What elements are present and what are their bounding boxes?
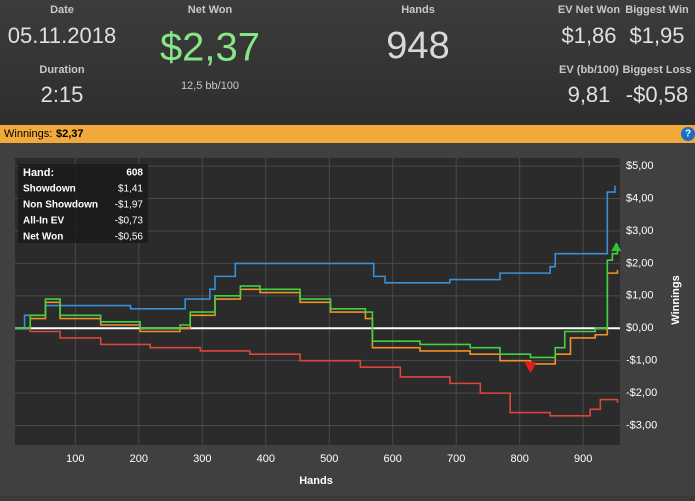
max-marker <box>611 242 622 252</box>
series-line <box>15 327 619 417</box>
label: Hands <box>401 4 435 16</box>
help-icon[interactable] <box>681 127 695 141</box>
x-tick-label: 200 <box>130 453 148 465</box>
x-tick-label: 700 <box>447 453 465 465</box>
label: EV (bb/100) <box>559 64 619 76</box>
series-line <box>15 185 616 330</box>
value: 2:15 <box>41 82 84 107</box>
value: $1,95 <box>629 23 684 48</box>
y-tick-label: $4,00 <box>626 192 654 204</box>
value: 05.11.2018 <box>8 23 116 48</box>
x-tick-label: 100 <box>66 453 84 465</box>
winnings-bar <box>0 125 695 143</box>
value: $1,86 <box>561 23 616 48</box>
sub: 12,5 bb/100 <box>181 80 239 92</box>
tooltip-value: $1,41 <box>118 184 143 195</box>
y-tick-label: -$2,00 <box>626 387 657 399</box>
bar-label: Winnings: <box>4 128 52 140</box>
tooltip-label: Net Won <box>23 232 63 243</box>
tooltip-value: -$0,73 <box>115 216 144 227</box>
y-axis-label: Winnings <box>670 275 682 324</box>
tooltip-box <box>18 164 148 243</box>
value: -$0,58 <box>626 82 688 107</box>
y-tick-label: $5,00 <box>626 160 654 172</box>
label: Date <box>50 4 74 16</box>
value: 948 <box>386 25 449 67</box>
tooltip-value: -$1,97 <box>115 200 144 211</box>
y-tick-label: -$3,00 <box>626 419 657 431</box>
x-tick-label: 900 <box>574 453 592 465</box>
tooltip-label: Showdown <box>23 184 76 195</box>
tooltip: Hand: 608 Showdown $1,41 Non Showdown -$1,97 A… <box>18 164 148 243</box>
x-tick-label: 600 <box>384 453 402 465</box>
bar-value: $2,37 <box>56 128 84 140</box>
x-tick-label: 800 <box>511 453 529 465</box>
value: $2,37 <box>160 26 260 70</box>
x-tick-label: 400 <box>257 453 275 465</box>
tooltip-value: -$0,56 <box>115 232 144 243</box>
tooltip-value: 608 <box>126 168 143 179</box>
y-tick-label: $0,00 <box>626 322 654 334</box>
label: Biggest Loss <box>622 64 691 76</box>
help-text[interactable]: ? <box>685 129 691 140</box>
label: Biggest Win <box>625 4 689 16</box>
label: Duration <box>39 64 85 76</box>
series-line <box>15 243 619 359</box>
y-tick-label: $2,00 <box>626 257 654 269</box>
x-axis-label: Hands <box>299 475 333 487</box>
tooltip-label: All-In EV <box>23 216 64 227</box>
label: Net Won <box>188 4 233 16</box>
tooltip-label: Hand: <box>23 167 54 179</box>
y-tick-label: -$1,00 <box>626 355 657 367</box>
min-marker <box>524 362 537 374</box>
value: 9,81 <box>568 82 611 107</box>
x-tick-label: 300 <box>193 453 211 465</box>
header <box>0 0 695 125</box>
x-tick-label: 500 <box>320 453 338 465</box>
y-tick-label: $3,00 <box>626 225 654 237</box>
tooltip-label: Non Showdown <box>23 200 98 211</box>
label: EV Net Won <box>558 4 620 16</box>
y-tick-label: $1,00 <box>626 290 654 302</box>
